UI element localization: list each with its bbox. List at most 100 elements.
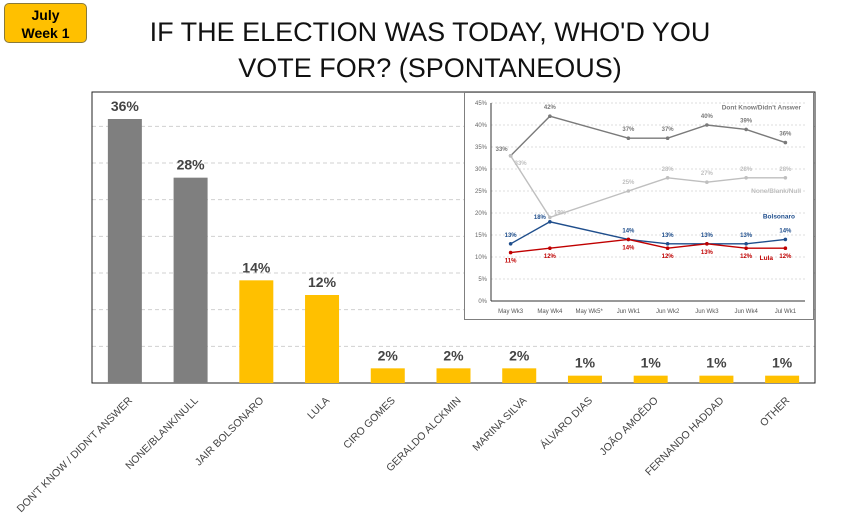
data-point (665, 136, 670, 140)
data-point (783, 176, 788, 180)
data-label: 37% (622, 127, 635, 133)
data-point (548, 215, 552, 220)
category-label: NONE/BLANK/NULL (123, 395, 201, 473)
category-label: LULA (305, 395, 332, 422)
data-label: 13% (701, 233, 714, 239)
data-label: 12% (662, 254, 675, 260)
data-point (665, 246, 670, 250)
category-label: JOÃO AMOÊDO (597, 394, 661, 458)
y-tick-label: 5% (478, 277, 487, 283)
data-label: 28% (662, 167, 675, 173)
data-label: 12% (740, 254, 753, 260)
y-tick-label: 20% (475, 211, 488, 217)
y-tick-label: 40% (475, 123, 488, 129)
data-label: 19% (554, 210, 567, 216)
bar (107, 119, 142, 383)
bar-value-label: 2% (378, 347, 399, 363)
data-label: 40% (701, 114, 714, 120)
trend-inset: 0% 5% 10% 15% 20% 25% 30% 35% 40% 45% May Wk3 May W… (464, 92, 814, 320)
data-point (665, 242, 670, 246)
data-point (626, 189, 631, 193)
data-label: 27% (701, 171, 714, 177)
data-point (508, 250, 513, 255)
data-label: 39% (740, 118, 753, 124)
data-label: 12% (779, 254, 792, 260)
bar-value-label: 28% (177, 157, 206, 173)
y-tick-label: 30% (475, 167, 488, 173)
data-label: 28% (779, 167, 792, 173)
x-tick-label: May Wk5* (575, 309, 603, 315)
data-label: 13% (505, 233, 518, 239)
x-tick-label: Jun Wk3 (695, 309, 719, 315)
bar-value-label: 1% (706, 355, 727, 371)
series-line (510, 155, 786, 219)
data-point (705, 242, 709, 246)
data-label: 28% (740, 167, 753, 173)
bar-value-label: 1% (641, 355, 662, 371)
category-label: GERALDO ALCKMIN (384, 395, 463, 474)
page-title: IF THE ELECTION WAS TODAY, WHO'D YOU VOT… (100, 14, 760, 86)
x-tick-label: Jun Wk4 (734, 309, 758, 315)
data-point (705, 180, 709, 184)
data-point (744, 242, 748, 246)
data-label: 25% (622, 180, 635, 186)
data-label: 37% (662, 127, 675, 133)
data-point (783, 140, 788, 145)
badge-month: July (31, 7, 60, 23)
bar (633, 375, 668, 383)
line-chart: 0% 5% 10% 15% 20% 25% 30% 35% 40% 45% May Wk3 May W… (475, 101, 805, 315)
bar (305, 295, 340, 383)
data-label: 33% (515, 161, 528, 167)
data-point (548, 246, 552, 250)
bar (765, 375, 800, 383)
category-label: DON'T KNOW / DIDN'T ANSWER (15, 394, 136, 515)
data-point (508, 154, 513, 158)
x-tick-label: Jun Wk2 (656, 309, 680, 315)
category-label: OTHER (758, 394, 793, 429)
data-point (548, 114, 552, 118)
x-tick-label: May Wk4 (537, 309, 563, 315)
y-tick-label: 0% (478, 299, 487, 305)
data-point (783, 246, 788, 250)
data-label: 13% (662, 233, 675, 239)
data-point (744, 246, 748, 250)
data-label: 14% (622, 228, 635, 234)
data-label: 11% (505, 259, 517, 265)
x-tick-label: Jul Wk1 (775, 309, 797, 315)
bar (370, 368, 405, 383)
data-label: 42% (544, 105, 557, 111)
data-label: 14% (622, 245, 635, 251)
data-point (744, 176, 748, 180)
data-label: 33% (496, 147, 509, 153)
series-name-label: Lula (760, 255, 774, 262)
data-point (626, 237, 631, 242)
data-point (626, 136, 631, 140)
data-label: 13% (740, 233, 753, 239)
bar (436, 368, 471, 383)
bar (173, 177, 208, 383)
y-tick-label: 15% (475, 233, 488, 239)
data-label: 14% (779, 228, 792, 234)
bar-value-label: 36% (111, 98, 140, 114)
category-label: JAIR BOLSONARO (193, 395, 267, 469)
y-tick-label: 10% (475, 255, 488, 261)
category-label: CIRO GOMES (341, 395, 398, 452)
bar-value-label: 2% (509, 347, 530, 363)
title-line-2: VOTE FOR? (SPONTANEOUS) (238, 53, 622, 83)
bar-value-label: 12% (308, 274, 337, 290)
data-label: 36% (779, 132, 792, 138)
data-point (705, 123, 709, 127)
series-name-label: Bolsonaro (763, 213, 795, 220)
x-tick-label: May Wk3 (498, 309, 524, 315)
data-label: 12% (544, 254, 557, 260)
bar (567, 375, 602, 383)
data-point (548, 220, 552, 224)
bar-value-label: 1% (772, 355, 793, 371)
data-point (744, 127, 748, 132)
y-tick-label: 35% (475, 145, 488, 151)
y-tick-label: 45% (475, 101, 488, 107)
series-name-label: None/Blank/Null (751, 188, 801, 195)
bar-value-label: 14% (242, 259, 271, 275)
week-badge: July Week 1 (4, 3, 87, 43)
